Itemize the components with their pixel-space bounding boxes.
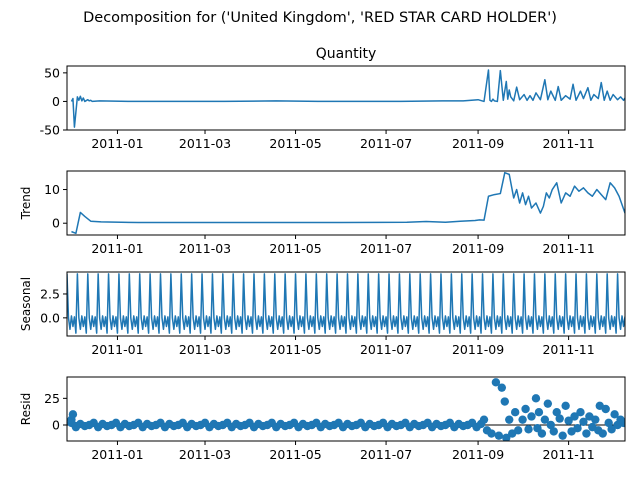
resid-point <box>555 414 564 423</box>
plot-area <box>70 69 625 128</box>
x-tick-label: 2011-05 <box>269 241 321 256</box>
panel-3: Seasonal 2.5 0.0 2011-01 2011-03 2011-05 2011-… <box>19 271 626 357</box>
panel-title: Quantity <box>316 46 377 62</box>
resid-point <box>607 425 616 434</box>
resid-point <box>502 433 511 441</box>
resid-point <box>598 429 607 438</box>
x-tick-label: 2011-11 <box>542 447 594 462</box>
x-tick-label: 2011-03 <box>179 342 231 357</box>
resid-point <box>513 426 523 435</box>
x-tick-label: 2011-05 <box>269 447 321 462</box>
x-tick-label: 2011-07 <box>360 342 412 357</box>
resid-point <box>601 404 610 414</box>
x-tick-label: 2011-11 <box>542 342 594 357</box>
x-tick-label: 2011-05 <box>269 342 321 357</box>
resid-point <box>494 431 504 440</box>
resid-point <box>71 421 81 431</box>
x-tick-label: 2011-09 <box>452 447 504 462</box>
resid-point <box>518 415 527 424</box>
x-tick-label: 2011-07 <box>360 241 412 256</box>
y-tick-label: 0 <box>52 418 60 433</box>
y-tick-label: 2.5 <box>40 286 60 301</box>
y-axis-label: Trend <box>19 187 33 221</box>
resid-point <box>534 408 544 417</box>
resid-point <box>564 416 573 425</box>
figure-suptitle: Decomposition for ('United Kingdom', 'RE… <box>83 10 557 26</box>
resid-point <box>527 412 536 421</box>
x-tick-label: 2011-01 <box>91 342 143 357</box>
resid-point <box>561 401 570 410</box>
x-tick-label: 2011-07 <box>360 136 412 151</box>
x-tick-label: 2011-05 <box>269 136 321 151</box>
x-tick-label: 2011-07 <box>360 447 412 462</box>
x-tick-label: 2011-01 <box>91 447 143 462</box>
resid-point <box>491 378 501 387</box>
y-tick-label: -50 <box>40 123 60 138</box>
resid-point <box>505 415 514 424</box>
x-tick-label: 2011-01 <box>91 136 143 151</box>
axes-frame <box>66 271 626 337</box>
y-tick-label: 10 <box>44 182 60 197</box>
resid-point <box>543 399 553 408</box>
resid-point <box>552 408 561 417</box>
y-tick-label: 50 <box>44 65 60 80</box>
resid-point <box>524 425 533 434</box>
resid-point <box>610 410 619 419</box>
x-tick-label: 2011-03 <box>179 136 231 151</box>
seasonal-line <box>67 273 625 334</box>
x-tick-label: 2011-03 <box>179 241 231 256</box>
resid-point <box>579 417 588 426</box>
resid-point <box>510 408 520 417</box>
plot-area <box>67 273 625 334</box>
x-tick-label: 2011-09 <box>452 342 504 357</box>
series-line <box>70 69 625 128</box>
axes-frame <box>66 65 626 131</box>
resid-point <box>531 394 541 403</box>
resid-point <box>68 410 78 419</box>
x-tick-label: 2011-11 <box>542 241 594 256</box>
x-tick-label: 2011-01 <box>91 241 143 256</box>
resid-point <box>582 429 591 438</box>
panel-2: Trend 10 0 2011-01 2011-03 2011-05 2011-07 2011… <box>19 170 626 256</box>
resid-point <box>558 431 567 440</box>
y-axis-label: Seasonal <box>19 277 33 331</box>
resid-point <box>537 429 547 438</box>
resid-point <box>573 424 582 433</box>
x-tick-label: 2011-11 <box>542 136 594 151</box>
resid-point <box>619 418 625 428</box>
resid-point <box>604 418 613 428</box>
y-tick-label: 0 <box>52 94 60 109</box>
resid-point <box>497 383 507 392</box>
x-tick-label: 2011-09 <box>452 241 504 256</box>
resid-point <box>576 408 585 417</box>
series-line <box>71 171 625 235</box>
y-tick-label: 25 <box>44 391 60 406</box>
resid-point <box>549 427 558 436</box>
resid-point <box>487 429 496 438</box>
panel-4: Resid 25 0 2011-01 2011-03 2011-05 2011-07 2011… <box>19 376 626 462</box>
resid-point <box>479 415 489 424</box>
axes-frame <box>66 170 626 236</box>
panel-1: Quantity 50 0 -50 2011-01 2011-03 2011-05 2011-… <box>40 46 626 151</box>
plot-area <box>67 378 625 441</box>
resid-point <box>546 420 555 430</box>
resid-point <box>540 415 550 424</box>
y-tick-label: 0 <box>52 216 60 231</box>
plot-area <box>71 171 625 235</box>
y-axis-label: Resid <box>19 393 33 425</box>
resid-point <box>500 397 509 406</box>
y-tick-label: 0.0 <box>40 310 60 325</box>
resid-point <box>591 415 600 424</box>
x-tick-label: 2011-09 <box>452 136 504 151</box>
x-tick-label: 2011-03 <box>179 447 231 462</box>
resid-point <box>521 404 530 414</box>
resid-point <box>570 412 579 421</box>
axes-frame <box>66 376 626 442</box>
panels-group: Quantity 50 0 -50 2011-01 2011-03 2011-05 2011-… <box>19 46 626 462</box>
